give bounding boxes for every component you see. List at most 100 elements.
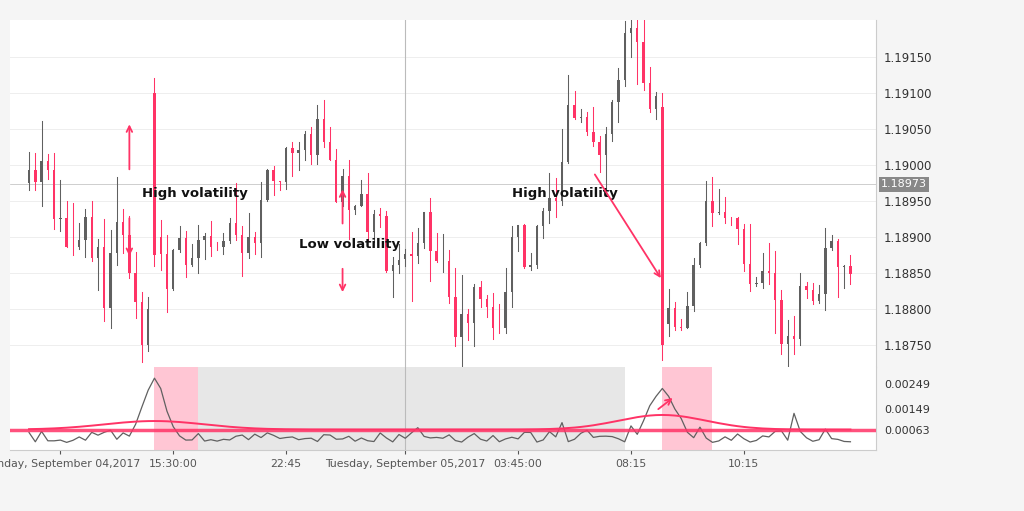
- Bar: [222, 241, 224, 247]
- Bar: [379, 214, 381, 216]
- Bar: [686, 306, 688, 328]
- Bar: [843, 266, 846, 267]
- Bar: [272, 170, 274, 180]
- Bar: [598, 142, 601, 155]
- Bar: [742, 229, 745, 265]
- Bar: [210, 236, 212, 247]
- Bar: [190, 258, 194, 265]
- Bar: [417, 243, 419, 256]
- Bar: [736, 218, 738, 229]
- Bar: [397, 260, 400, 265]
- Bar: [517, 225, 519, 237]
- Bar: [411, 254, 413, 256]
- Bar: [260, 200, 262, 243]
- Bar: [485, 299, 488, 308]
- Bar: [184, 239, 187, 265]
- Bar: [116, 221, 118, 253]
- Bar: [762, 271, 764, 283]
- Bar: [698, 243, 701, 265]
- Bar: [786, 336, 788, 344]
- Bar: [241, 235, 244, 253]
- Bar: [592, 132, 595, 142]
- Bar: [66, 218, 68, 247]
- Bar: [40, 160, 43, 182]
- Bar: [360, 194, 362, 206]
- Bar: [511, 237, 513, 292]
- Bar: [155, 353, 199, 450]
- Bar: [423, 213, 425, 243]
- Bar: [160, 237, 162, 254]
- Bar: [712, 201, 714, 213]
- Bar: [134, 272, 137, 302]
- Bar: [567, 105, 569, 162]
- Bar: [172, 250, 174, 289]
- Bar: [316, 119, 318, 155]
- Bar: [573, 105, 575, 118]
- Bar: [166, 254, 168, 289]
- Bar: [128, 236, 131, 272]
- Text: 1.18973: 1.18973: [881, 179, 927, 190]
- Bar: [648, 83, 651, 109]
- Bar: [774, 273, 776, 300]
- Bar: [505, 292, 507, 328]
- Bar: [204, 236, 206, 240]
- Bar: [611, 102, 613, 134]
- Bar: [655, 96, 657, 109]
- Bar: [97, 247, 99, 258]
- Bar: [341, 176, 344, 202]
- Bar: [354, 206, 356, 210]
- Bar: [34, 170, 37, 182]
- Bar: [285, 148, 288, 181]
- Bar: [561, 162, 563, 201]
- Bar: [586, 117, 588, 132]
- Bar: [367, 194, 369, 232]
- Text: Low volatility: Low volatility: [299, 238, 399, 251]
- Bar: [542, 212, 545, 226]
- Bar: [304, 134, 306, 150]
- Bar: [668, 308, 670, 324]
- Bar: [492, 308, 495, 328]
- Bar: [818, 294, 820, 301]
- Bar: [234, 223, 238, 235]
- Bar: [780, 300, 782, 344]
- Bar: [228, 223, 230, 241]
- Bar: [636, 28, 638, 42]
- Bar: [555, 198, 557, 201]
- Bar: [335, 160, 338, 202]
- Text: High volatility: High volatility: [512, 188, 617, 200]
- Bar: [455, 297, 457, 337]
- Bar: [248, 237, 250, 253]
- Bar: [147, 309, 150, 345]
- Bar: [663, 353, 713, 450]
- Bar: [805, 286, 808, 290]
- Bar: [461, 314, 463, 337]
- Bar: [849, 266, 852, 273]
- Bar: [373, 214, 375, 232]
- Bar: [536, 226, 539, 265]
- Bar: [435, 251, 438, 261]
- Bar: [110, 253, 112, 308]
- Bar: [154, 92, 156, 255]
- Bar: [768, 271, 770, 273]
- Bar: [404, 254, 407, 259]
- Bar: [580, 117, 582, 118]
- Bar: [630, 28, 632, 33]
- Bar: [53, 170, 55, 219]
- Bar: [617, 80, 620, 102]
- Bar: [824, 248, 826, 294]
- Bar: [140, 302, 143, 345]
- Bar: [793, 336, 796, 339]
- Bar: [298, 150, 300, 153]
- Bar: [830, 241, 833, 248]
- Bar: [291, 148, 294, 153]
- Bar: [799, 286, 802, 339]
- Bar: [198, 240, 200, 258]
- Bar: [310, 134, 312, 155]
- Bar: [84, 217, 87, 240]
- Bar: [199, 353, 625, 450]
- Bar: [78, 240, 81, 247]
- Bar: [692, 265, 695, 306]
- Bar: [47, 160, 49, 170]
- Bar: [329, 142, 331, 160]
- Bar: [529, 265, 531, 267]
